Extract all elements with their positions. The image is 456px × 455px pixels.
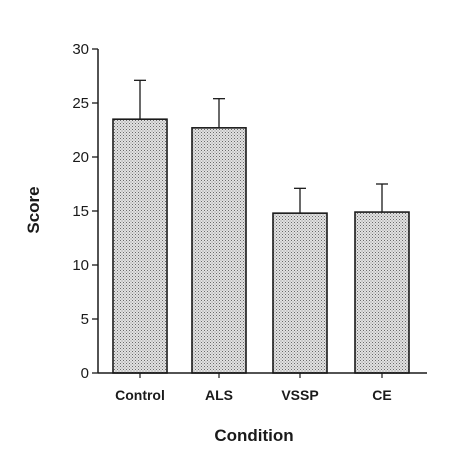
bars bbox=[112, 118, 410, 374]
bar-ce bbox=[354, 211, 410, 374]
y-tick-label-15: 15 bbox=[72, 203, 89, 220]
axes bbox=[92, 48, 427, 378]
y-axis-title: Score bbox=[24, 186, 43, 233]
bar-control bbox=[112, 118, 168, 374]
x-tick-label-als: ALS bbox=[205, 387, 233, 403]
y-tick-label-20: 20 bbox=[72, 149, 89, 166]
x-tick-label-ce: CE bbox=[372, 387, 391, 403]
axis-labels: Control ALS VSSP CE 0 5 10 15 20 25 30 bbox=[72, 41, 391, 403]
error-bars bbox=[134, 79, 388, 214]
x-axis-title: Condition bbox=[214, 426, 293, 445]
y-tick-label-10: 10 bbox=[72, 257, 89, 274]
y-tick-label-0: 0 bbox=[81, 365, 89, 382]
x-tick-label-control: Control bbox=[115, 387, 165, 403]
bar-vssp bbox=[272, 212, 328, 374]
y-tick-label-25: 25 bbox=[72, 95, 89, 112]
y-tick-label-30: 30 bbox=[72, 41, 89, 58]
y-tick-label-5: 5 bbox=[81, 311, 89, 328]
bar-als bbox=[191, 127, 247, 374]
x-tick-label-vssp: VSSP bbox=[281, 387, 318, 403]
